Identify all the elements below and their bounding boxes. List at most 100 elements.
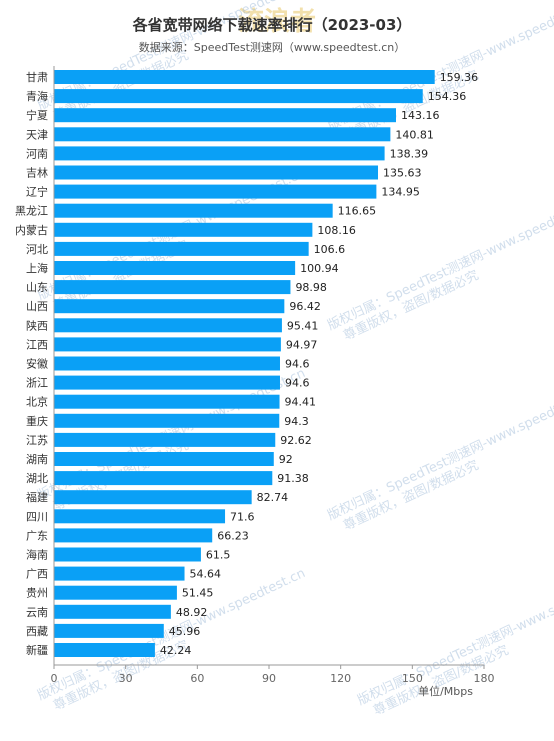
value-label: 42.24 [160, 644, 192, 657]
bars-group: 甘肃 159.36 青海 154.36 宁夏 143.16 天津 140.81 河南 138.39… [15, 70, 478, 657]
value-label: 94.3 [284, 415, 309, 428]
value-label: 100.94 [300, 262, 339, 275]
watermark-line1: 版权归属：SpeedTest测速网-www.speedtest.cn [325, 385, 554, 524]
x-tick-label: 180 [474, 672, 495, 685]
category-label: 河北 [26, 243, 48, 256]
value-label: 48.92 [176, 606, 208, 619]
value-label: 106.6 [314, 243, 346, 256]
x-tick-label: 60 [190, 672, 204, 685]
value-label: 94.6 [285, 358, 310, 371]
bar [54, 432, 276, 447]
bar [54, 528, 213, 543]
bar [54, 108, 396, 123]
bar [54, 356, 280, 371]
bar [54, 566, 185, 581]
category-label: 天津 [26, 128, 48, 141]
bar [54, 280, 291, 295]
bar [54, 452, 274, 466]
category-label: 安徽 [26, 357, 48, 371]
category-label: 陕西 [26, 318, 48, 332]
category-label: 宁夏 [26, 108, 48, 122]
value-label: 134.95 [381, 186, 420, 199]
value-label: 94.6 [285, 377, 310, 390]
category-label: 广西 [26, 568, 48, 581]
value-label: 92 [279, 453, 293, 466]
x-axis-unit-label: 单位/Mbps [418, 684, 473, 698]
value-label: 98.98 [295, 281, 327, 294]
category-label: 湖南 [26, 453, 48, 466]
value-label: 154.36 [428, 90, 467, 103]
category-label: 新疆 [26, 643, 48, 657]
x-tick-label: 30 [119, 672, 133, 685]
value-label: 71.6 [230, 510, 255, 523]
category-label: 上海 [26, 261, 48, 275]
category-label: 甘肃 [26, 71, 48, 84]
bar [54, 394, 280, 409]
watermark-logo: 流浪者 [238, 6, 316, 37]
value-label: 66.23 [217, 529, 249, 542]
value-label: 92.62 [280, 434, 312, 447]
category-label: 江苏 [26, 434, 48, 447]
bar [54, 604, 171, 619]
bar [54, 623, 164, 638]
x-tick-label: 150 [402, 672, 423, 685]
watermark-text: 版权归属：SpeedTest测速网-www.speedtest.cn尊重版权，盗… [325, 385, 554, 534]
bar [54, 222, 313, 237]
value-label: 108.16 [317, 224, 356, 237]
category-label: 海南 [26, 548, 48, 562]
bar [54, 127, 391, 142]
bar [54, 203, 333, 218]
category-label: 江西 [26, 338, 48, 351]
bar [54, 509, 226, 524]
value-label: 54.64 [190, 568, 222, 581]
x-tick-label: 90 [262, 672, 276, 685]
bar [54, 241, 309, 256]
value-label: 94.41 [285, 396, 317, 409]
bar [54, 165, 379, 180]
value-label: 96.42 [289, 300, 321, 313]
category-label: 吉林 [26, 166, 48, 180]
x-tick-label: 120 [330, 672, 351, 685]
bar [54, 261, 296, 275]
bar [54, 146, 385, 161]
chart-title: 各省宽带网络下载速率排行（2023-03） [132, 16, 412, 34]
value-label: 159.36 [440, 71, 479, 84]
value-label: 51.45 [182, 587, 214, 600]
category-label: 西藏 [26, 625, 48, 638]
category-label: 山西 [26, 300, 48, 313]
category-label: 山东 [26, 281, 48, 294]
category-label: 浙江 [26, 377, 48, 390]
value-label: 143.16 [401, 109, 440, 122]
bar [54, 318, 282, 333]
category-label: 北京 [26, 395, 48, 409]
value-label: 91.38 [277, 472, 309, 485]
bar [54, 490, 252, 505]
x-tick-label: 0 [51, 672, 58, 685]
bar [54, 585, 177, 600]
bar [54, 413, 280, 428]
category-label: 贵州 [26, 587, 48, 600]
bar [54, 547, 201, 562]
bar [54, 299, 285, 314]
category-label: 重庆 [26, 414, 48, 428]
category-label: 河南 [26, 147, 48, 160]
chart-subtitle: 数据来源：SpeedTest测速网（www.speedtest.cn） [139, 40, 406, 54]
value-label: 82.74 [257, 491, 289, 504]
bar [54, 337, 281, 352]
axes-group: 0 30 60 90 120 150 180 [51, 66, 495, 685]
bar [54, 89, 423, 104]
watermark-text: 版权归属：SpeedTest测速网-www.speedtest.cn尊重版权，盗… [325, 195, 554, 344]
bar [54, 471, 273, 486]
category-label: 辽宁 [26, 185, 48, 199]
value-label: 61.5 [206, 549, 231, 562]
bar [54, 643, 155, 657]
value-label: 94.97 [286, 338, 318, 351]
category-label: 福建 [26, 490, 48, 504]
value-label: 45.96 [169, 625, 201, 638]
bar [54, 375, 280, 390]
category-label: 广东 [26, 529, 48, 542]
value-label: 95.41 [287, 319, 319, 332]
category-label: 湖北 [26, 472, 48, 485]
category-label: 四川 [26, 510, 48, 523]
